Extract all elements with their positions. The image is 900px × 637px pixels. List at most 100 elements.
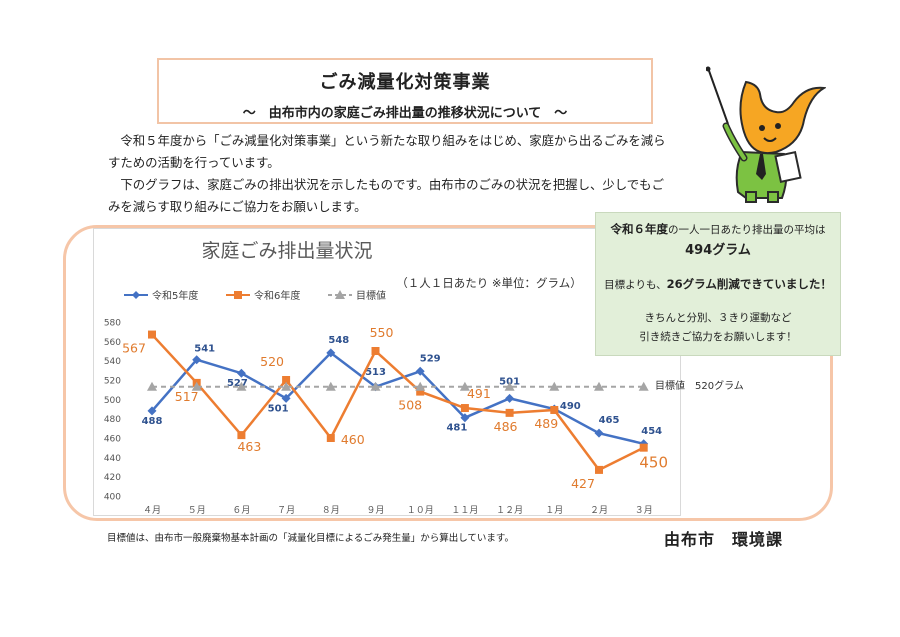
x-tick-label: １１月 <box>451 505 478 516</box>
data-point-r6 <box>237 431 246 440</box>
data-point-r6 <box>416 387 425 396</box>
intro-text: 令和５年度から「ごみ減量化対策事業」という新たな取り組みをはじめ、家庭から出るご… <box>108 130 668 218</box>
data-label-r6: 463 <box>237 439 261 454</box>
series-line-1 <box>151 351 644 446</box>
info-average: 494グラム <box>685 243 751 258</box>
info-line5: 引き続きご協力をお願いします！ <box>639 331 797 343</box>
data-point-r6 <box>595 465 603 474</box>
data-point-r5 <box>192 355 202 365</box>
data-label-r5: 529 <box>420 353 441 364</box>
legend-label-3: 目標値 <box>356 289 386 302</box>
data-point-target <box>147 381 157 391</box>
data-point-r5 <box>594 428 604 438</box>
series-line-2 <box>151 333 645 472</box>
data-point-target <box>638 381 649 391</box>
data-label-r5: 481 <box>446 423 467 434</box>
line-chart: 家庭ごみ排出量状況 （１人１日あたり ※単位：グラム） 令和5年度 令和6年度 目標値 4… <box>104 240 668 516</box>
data-label-r6: 567 <box>122 341 146 356</box>
info-line3-post: できていました！ <box>739 277 832 291</box>
y-tick-label: 540 <box>104 357 121 367</box>
data-label-r5: 548 <box>328 335 349 346</box>
data-point-r6 <box>460 404 469 413</box>
x-tick-label: １月 <box>545 505 563 516</box>
data-label-r5: 454 <box>641 426 662 437</box>
data-point-r6 <box>371 347 380 355</box>
data-point-r5 <box>147 406 157 416</box>
y-tick-label: 580 <box>104 319 121 329</box>
y-tick-label: 560 <box>104 338 121 348</box>
x-tick-label: ４月 <box>143 505 161 516</box>
y-tick-label: 440 <box>104 454 121 464</box>
legend-marker-3 <box>335 290 345 299</box>
data-point-r6 <box>148 330 156 339</box>
data-point-target <box>370 381 381 391</box>
data-label-r5: 513 <box>365 367 386 378</box>
y-tick-label: 520 <box>104 377 121 387</box>
data-point-r6 <box>505 408 514 417</box>
data-point-target <box>415 381 426 391</box>
page-subtitle: ～ 由布市内の家庭ごみ排出量の推移状況について ～ <box>242 106 568 121</box>
y-tick-label: 420 <box>104 473 121 483</box>
y-tick-label: 400 <box>104 493 121 503</box>
info-line3-pre: 目標よりも、 <box>604 279 667 291</box>
x-tick-label: ７月 <box>277 505 295 516</box>
data-label-r5: 465 <box>599 415 620 426</box>
info-line4: きちんと分別、３きり運動など <box>644 312 792 324</box>
legend-marker-1 <box>132 291 140 299</box>
x-tick-label: ８月 <box>322 505 340 516</box>
department-name: 由布市 環境課 <box>664 530 784 549</box>
data-label-r6: 520 <box>260 354 284 369</box>
data-point-r6 <box>639 443 648 452</box>
chart-area: 家庭ごみ排出量状況 （１人１日あたり ※単位：グラム） 令和5年度 令和6年度 目標値 4… <box>93 228 681 516</box>
data-label-r6: 550 <box>370 325 394 340</box>
x-tick-label: ９月 <box>366 505 384 516</box>
data-label-r5: 541 <box>194 344 215 355</box>
data-label-r6: 517 <box>175 389 199 404</box>
x-tick-label: １０月 <box>407 505 434 516</box>
data-label-r5: 501 <box>268 403 289 414</box>
info-year: 令和６年度 <box>610 222 669 236</box>
data-label-r5: 527 <box>227 378 248 389</box>
data-point-r5 <box>326 348 336 358</box>
page-title: ごみ減量化対策事業 <box>319 72 491 93</box>
data-point-r5 <box>415 366 425 376</box>
data-label-r6: 486 <box>494 419 518 434</box>
x-tick-label: ６月 <box>232 505 250 516</box>
x-tick-label: １２月 <box>496 505 523 516</box>
chart-title: 家庭ごみ排出量状況 <box>201 240 372 262</box>
data-label-r5: 488 <box>142 416 163 427</box>
x-tick-label: ５月 <box>188 505 206 516</box>
x-tick-label: ３月 <box>635 505 653 516</box>
intro-paragraph-2: 下のグラフは、家庭ごみの排出状況を示したものです。由布市のごみの状況を把握し、少… <box>108 177 664 214</box>
data-point-r6 <box>550 405 559 414</box>
data-label-r6: 460 <box>341 432 365 447</box>
footnote: 目標値は、由布市一般廃棄物基本計画の「減量化目標によるごみ発生量」から算出してい… <box>107 533 514 544</box>
data-point-target <box>281 381 292 391</box>
info-line1: の一人一日あたり排出量の平均は <box>668 224 826 236</box>
y-tick-label: 500 <box>104 396 121 406</box>
data-label-r6: 489 <box>534 416 558 431</box>
chart-subtitle: （１人１日あたり ※単位：グラム） <box>396 276 581 290</box>
info-reduction: 26グラム削減 <box>666 277 740 291</box>
y-tick-label: 480 <box>104 415 121 425</box>
data-point-target <box>236 381 247 391</box>
data-point-target <box>504 381 515 391</box>
data-point-target <box>325 381 336 391</box>
info-box: 令和６年度の一人一日あたり排出量の平均は 494グラム 目標よりも、26グラム削… <box>595 212 841 356</box>
data-label-r5: 490 <box>560 401 581 412</box>
data-point-r5 <box>236 368 246 378</box>
data-point-target <box>191 381 202 391</box>
data-label-r6: 508 <box>398 398 422 413</box>
legend-marker-2 <box>234 291 242 299</box>
data-point-r6 <box>282 376 291 384</box>
data-label-r6: 491 <box>467 386 491 401</box>
data-label-r6: 450 <box>639 454 668 472</box>
title-box: ごみ減量化対策事業 ～ 由布市内の家庭ごみ排出量の推移状況について ～ <box>157 58 653 124</box>
data-point-r5 <box>505 393 515 403</box>
data-point-target <box>594 381 604 391</box>
data-point-r5 <box>281 393 291 403</box>
y-tick-label: 460 <box>104 435 121 445</box>
chart-frame <box>63 225 833 521</box>
intro-paragraph-1: 令和５年度から「ごみ減量化対策事業」という新たな取り組みをはじめ、家庭から出るご… <box>108 133 666 170</box>
target-label: 目標値 520グラム <box>655 381 744 392</box>
